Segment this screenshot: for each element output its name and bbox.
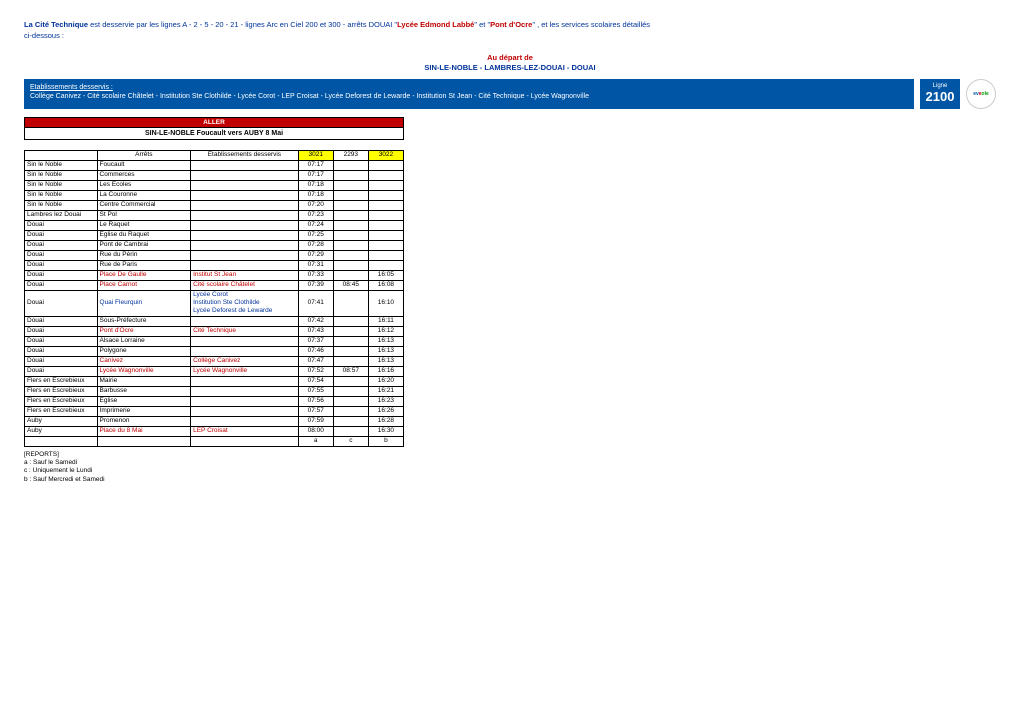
table-row: Sin le NobleCentre Commercial07:20 [25,200,404,210]
table-row: DouaiPlace De GaulleInstitut St Jean07:3… [25,270,404,280]
col-arrets: Arrêts [97,150,191,160]
timetable: Arrêts Etablissements desservis 3021 229… [24,150,404,447]
table-row: Sin le NobleFoucault07:17 [25,160,404,170]
intro-bold: La Cité Technique [24,20,88,29]
table-row: DouaiCanivezCollège Canivez07:4716:13 [25,356,404,366]
reports-notes: [REPORTS] a : Sauf le Samedi c : Uniquem… [24,451,996,485]
col-commune [25,150,98,160]
table-row: DouaiPolygone07:4616:13 [25,346,404,356]
table-row: DouaiQuai FleurquinLycée CorotInstitutio… [25,290,404,316]
col-etab: Etablissements desservis [191,150,299,160]
table-row: DouaiAlsace Lorraine07:3716:13 [25,336,404,346]
timetable-footnote-row: a c b [25,436,404,446]
departure-heading: Au départ de SIN-LE-NOBLE - LAMBRES-LEZ-… [24,53,996,73]
intro-text: La Cité Technique est desservie par les … [24,20,996,41]
table-row: Sin le NobleCommerces07:17 [25,170,404,180]
table-row: DouaiPont d'OcreCité Technique07:4316:12 [25,326,404,336]
table-row: Lambres lez DouaiSt Pol07:23 [25,210,404,220]
table-row: DouaiLycée WagnonvilleLycée Wagnonville0… [25,366,404,376]
table-row: DouaiEglise du Raquet07:25 [25,230,404,240]
table-row: AubyPlace du 8 MaiLEP Croisat08:0016:30 [25,426,404,436]
table-row: DouaiPlace CarnotCité scolaire Châtelet0… [25,280,404,290]
direction-band: ALLER SIN-LE-NOBLE Foucault vers AUBY 8 … [24,117,404,140]
table-row: DouaiRue du Périn07:29 [25,250,404,260]
establishments-band: Etablissements desservis : Collège Caniv… [24,79,914,109]
table-row: Sin le NobleLa Couronne07:18 [25,190,404,200]
table-row: DouaiPont de Cambrai07:28 [25,240,404,250]
table-row: Flers en EscrebieuxMairie07:5416:20 [25,376,404,386]
col-service-2: 2293 [333,150,368,160]
table-row: Flers en EscrebieuxEglise07:5616:23 [25,396,404,406]
table-row: DouaiLe Raquet07:24 [25,220,404,230]
table-row: AubyPromenon07:5916:28 [25,416,404,426]
line-number-box: Ligne 2100 [920,79,960,109]
table-row: Sin le NobleLes Ecoles07:18 [25,180,404,190]
table-row: DouaiSous-Préfecture07:4216:11 [25,316,404,326]
col-service-3: 3022 [368,150,403,160]
timetable-header-row: Arrêts Etablissements desservis 3021 229… [25,150,404,160]
table-row: Flers en EscrebieuxBarbusse07:5516:21 [25,386,404,396]
col-service-1: 3021 [298,150,333,160]
eveole-logo: eveole [966,79,996,109]
table-row: DouaiRue de Paris07:31 [25,260,404,270]
table-row: Flers en EscrebieuxImprimerie07:5716:26 [25,406,404,416]
